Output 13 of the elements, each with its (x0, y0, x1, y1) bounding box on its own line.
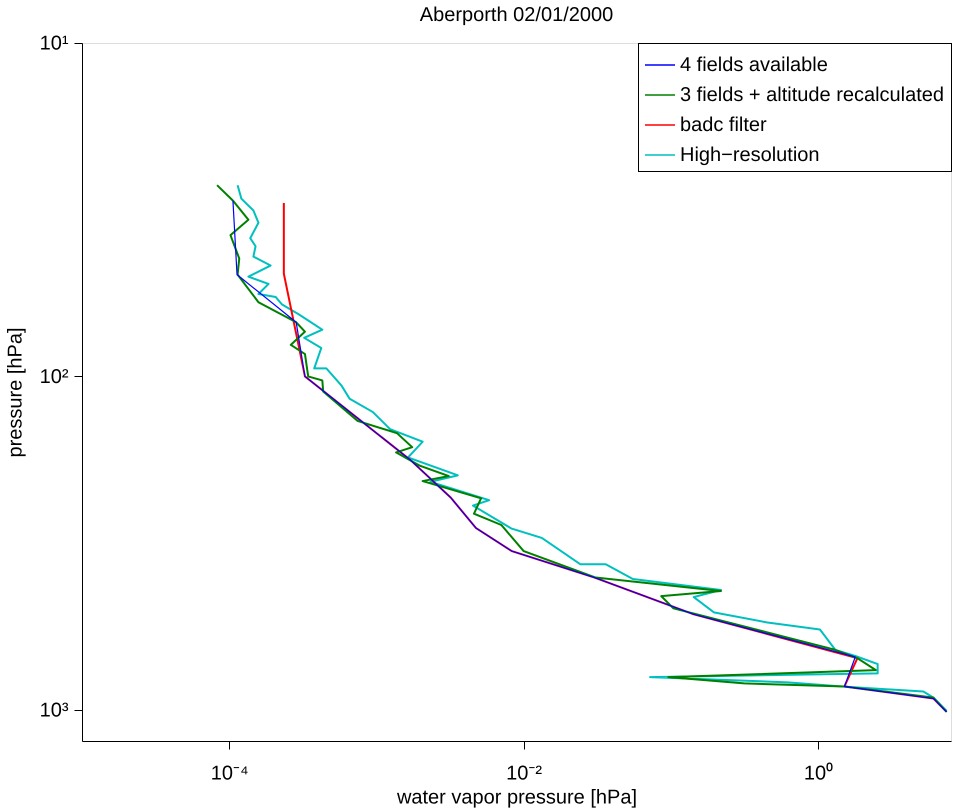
legend-label: High−resolution (680, 144, 820, 166)
legend-label: 4 fields available (680, 54, 828, 76)
y-tick-label: 10¹ (40, 32, 69, 54)
y-tick-label: 10³ (40, 699, 69, 722)
y-tick-label: 10² (40, 366, 69, 388)
x-tick-label: 10⁻² (506, 762, 542, 784)
chart-title: Aberporth 02/01/2000 (420, 4, 614, 26)
legend-label: 3 fields + altitude recalculated (680, 84, 944, 106)
x-tick-label: 10⁰ (804, 762, 834, 784)
legend-label: badc filter (680, 114, 768, 136)
x-axis-title: water vapor pressure [hPa] (396, 786, 638, 808)
y-axis-title: pressure [hPa] (4, 327, 27, 458)
x-tick-label: 10⁻⁴ (210, 762, 249, 784)
